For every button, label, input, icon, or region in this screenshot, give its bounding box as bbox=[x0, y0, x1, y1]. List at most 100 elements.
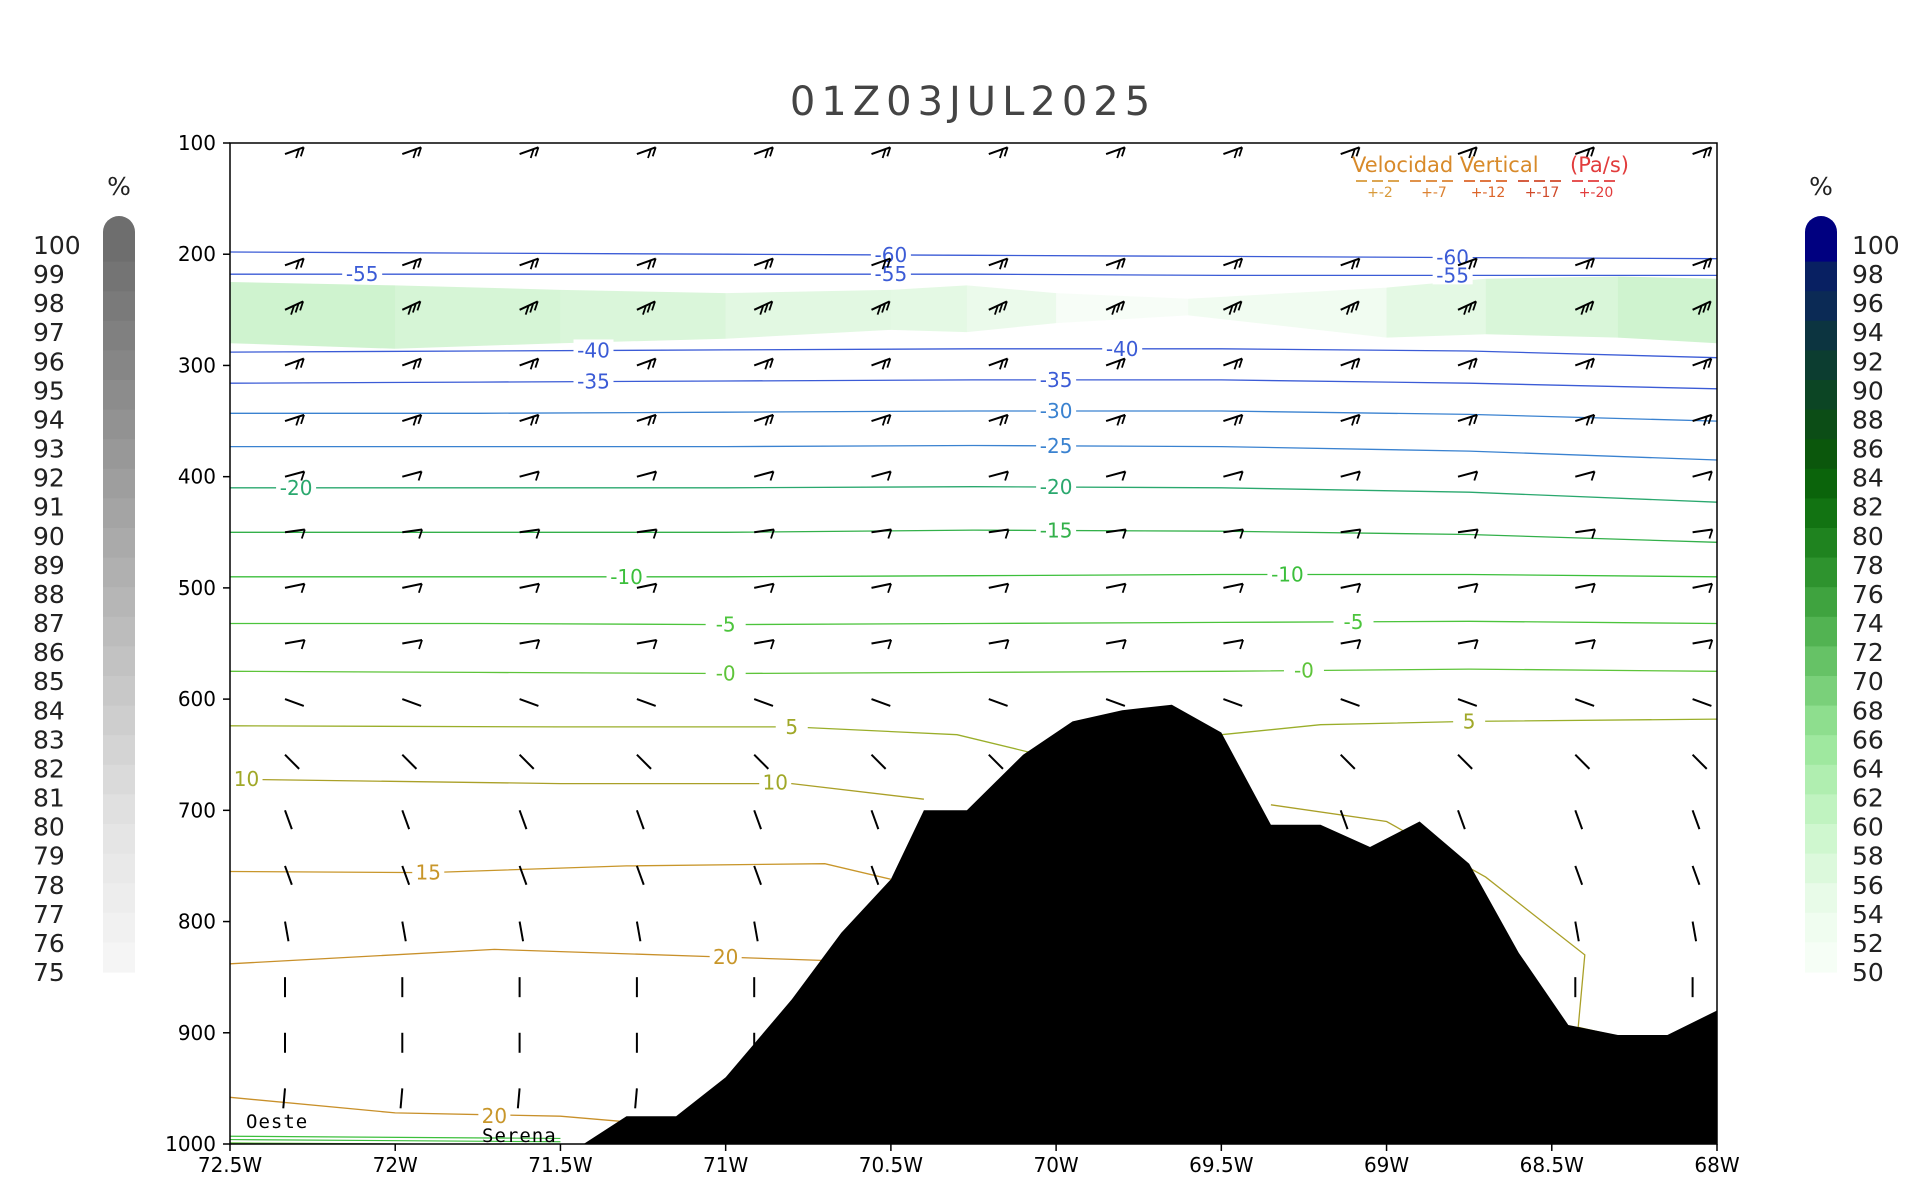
wind-barb-staff bbox=[1575, 528, 1596, 534]
left-colorbar-label: 75 bbox=[33, 958, 65, 987]
right-colorbar-swatch bbox=[1805, 853, 1837, 884]
wind-barb bbox=[636, 300, 656, 315]
right-colorbar-label: 54 bbox=[1852, 900, 1884, 929]
wind-barb-flag bbox=[300, 471, 306, 481]
wind-barb bbox=[284, 528, 306, 539]
x-tick-label: 71.5W bbox=[528, 1153, 593, 1177]
wind-barb-staff bbox=[753, 698, 774, 707]
wind-barb-staff bbox=[1223, 528, 1244, 534]
isotherm-label: 10 bbox=[234, 767, 259, 791]
wind-barb-flag bbox=[290, 305, 295, 315]
wind-barb-staff bbox=[988, 582, 1009, 589]
left-colorbar-label: 82 bbox=[33, 754, 65, 783]
wind-barb-staff bbox=[753, 146, 774, 156]
wind-barb bbox=[871, 698, 891, 707]
wind-barb-staff bbox=[753, 470, 774, 478]
left-colorbar-label: 98 bbox=[33, 289, 65, 318]
wind-barb-flag bbox=[1121, 358, 1126, 368]
wind-barb bbox=[1574, 257, 1595, 270]
wind-barb-staff bbox=[870, 754, 887, 770]
wind-barb-flag bbox=[1472, 301, 1477, 311]
wind-barb bbox=[1223, 639, 1244, 650]
wind-barb-staff bbox=[871, 528, 892, 534]
wind-barb-staff bbox=[988, 357, 1008, 367]
left-colorbar-swatch bbox=[103, 498, 135, 529]
wind-barb-staff bbox=[518, 921, 525, 942]
wind-barb-staff bbox=[753, 754, 770, 770]
wind-barb bbox=[519, 582, 541, 594]
wind-barb-flag bbox=[1591, 529, 1596, 539]
isotherm-label-bg bbox=[870, 243, 911, 264]
wind-barb-flag bbox=[1116, 259, 1122, 270]
y-tick-label: 800 bbox=[178, 910, 216, 934]
isotherm-label: 10 bbox=[763, 771, 788, 795]
wind-barb-flag bbox=[295, 360, 300, 370]
wind-barb-flag bbox=[764, 360, 770, 370]
left-colorbar-label: 78 bbox=[33, 871, 65, 900]
wind-barb-staff bbox=[1457, 146, 1478, 156]
wind-barb-flag bbox=[1708, 583, 1714, 594]
right-colorbar-swatch bbox=[1805, 528, 1837, 559]
wind-barb bbox=[284, 639, 306, 650]
legend-title: Velocidad Vertical bbox=[1352, 153, 1539, 177]
wind-barb-flag bbox=[412, 360, 418, 370]
right-colorbar-label: 72 bbox=[1852, 638, 1884, 667]
wind-barb bbox=[988, 528, 1010, 539]
isotherm-label-bg bbox=[606, 565, 647, 586]
isotherm-label: -25 bbox=[1040, 434, 1073, 458]
isotherm-label-bg bbox=[1036, 434, 1077, 455]
isotherm-label: -5 bbox=[716, 613, 736, 637]
wind-barb-staff bbox=[1457, 528, 1478, 534]
wind-barb-flag bbox=[881, 360, 887, 370]
wind-barb bbox=[635, 921, 642, 942]
wind-barb-staff bbox=[754, 528, 775, 534]
wind-barb-staff bbox=[753, 257, 774, 267]
wind-barb bbox=[871, 300, 891, 315]
left-colorbar-label: 96 bbox=[33, 347, 65, 376]
wind-barb-staff bbox=[636, 257, 657, 267]
wind-barb-staff bbox=[636, 413, 657, 423]
wind-barb bbox=[1692, 357, 1713, 370]
wind-barb-staff bbox=[284, 865, 293, 886]
wind-barb-flag bbox=[652, 583, 658, 594]
wind-barb-flag bbox=[994, 305, 999, 315]
left-colorbar-swatch bbox=[103, 646, 135, 677]
wind-barb-flag bbox=[1003, 301, 1008, 311]
wind-barb-staff bbox=[1457, 357, 1478, 367]
wind-barb-flag bbox=[535, 529, 541, 539]
wind-barb-flag bbox=[881, 148, 887, 159]
wind-barb bbox=[1340, 413, 1361, 426]
wind-barb bbox=[401, 146, 422, 159]
left-colorbar-label: 99 bbox=[33, 260, 65, 289]
isotherm-label-bg bbox=[573, 339, 614, 360]
wind-barb-flag bbox=[299, 146, 305, 157]
wind-barb-staff bbox=[401, 809, 411, 830]
wind-barb bbox=[1574, 146, 1595, 159]
humidity-shade-cell bbox=[395, 285, 561, 349]
wind-barb-flag bbox=[1355, 358, 1361, 368]
wind-barb-staff bbox=[871, 146, 891, 156]
wind-barb-flag bbox=[1121, 146, 1126, 157]
isotherm-label-bg bbox=[230, 768, 263, 789]
wind-barb bbox=[753, 865, 762, 886]
wind-barb bbox=[518, 809, 528, 830]
wind-barb bbox=[753, 413, 775, 426]
right-colorbar: % 100989694929088868482807876747270686664… bbox=[1805, 172, 1900, 987]
wind-barb bbox=[753, 921, 759, 942]
wind-barb-flag bbox=[299, 358, 305, 368]
wind-barb-flag bbox=[299, 258, 305, 268]
wind-barb bbox=[518, 865, 528, 886]
wind-barb-flag bbox=[1122, 529, 1127, 539]
wind-barb-flag bbox=[1116, 360, 1122, 370]
isotherm-label: -55 bbox=[1436, 263, 1469, 287]
humidity-shade-cell bbox=[890, 285, 967, 333]
wind-barb-flag bbox=[886, 414, 892, 425]
wind-barb-staff bbox=[635, 865, 645, 886]
wind-barb bbox=[402, 528, 423, 539]
wind-barb-flag bbox=[524, 305, 530, 315]
wind-barb-flag bbox=[999, 416, 1004, 426]
wind-barb bbox=[519, 300, 539, 315]
wind-barb-staff bbox=[1105, 698, 1126, 707]
isotherm-label: -20 bbox=[280, 476, 313, 500]
isotherm-line bbox=[230, 620, 1717, 626]
